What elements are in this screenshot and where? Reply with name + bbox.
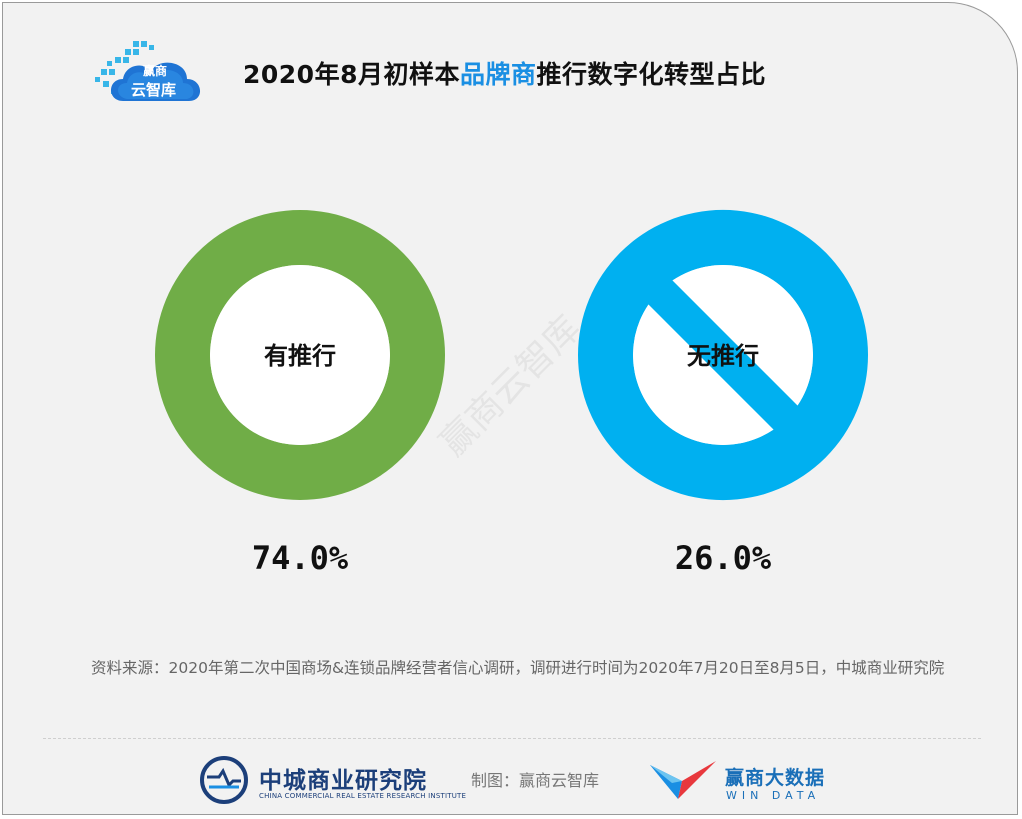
title-part-2: 推行数字化转型占比 — [536, 60, 767, 89]
watermark-left: 赢商云智库 — [432, 308, 588, 464]
logo-text-top: 赢商 — [143, 63, 167, 78]
chart-slice-1: 有推行 74.0% — [155, 210, 445, 577]
page-title: 2020年8月初样本品牌商推行数字化转型占比 — [243, 55, 766, 91]
ring-mark — [155, 210, 445, 500]
logo-text-bottom: 云智库 — [131, 81, 176, 99]
slice-value-label: 74.0% — [252, 539, 349, 577]
footer-divider — [43, 738, 981, 739]
data-source-note: 资料来源：2020年第二次中国商场&连锁品牌经营者信心调研，调研进行时间为202… — [91, 659, 945, 677]
slice-value-label: 26.0% — [675, 539, 772, 577]
slice-label: 无推行 — [687, 342, 759, 370]
chart-slice-2: 无推行 26.0% — [577, 209, 868, 577]
title-part-1: 2020年8月初样本 — [243, 60, 460, 89]
windata-logo-icon — [650, 761, 716, 799]
footer-org-name-en: CHINA COMMERCIAL REAL ESTATE RESEARCH IN… — [259, 792, 467, 800]
ring-hole — [210, 265, 390, 445]
footer-brand-name: 赢商大数据 — [725, 767, 826, 789]
no-symbol-bar — [608, 240, 838, 470]
cci-logo-icon — [200, 756, 248, 804]
ring-mark — [577, 209, 868, 501]
footer-brand-name-en: WIN DATA — [726, 789, 821, 802]
chart-credit: 制图：赢商云智库 — [471, 771, 600, 790]
slice-label: 有推行 — [264, 342, 336, 370]
yingshang-cloud-logo: 赢商 云智库 — [95, 41, 201, 101]
title-highlight: 品牌商 — [459, 60, 537, 89]
footer-org-name: 中城商业研究院 — [259, 767, 427, 794]
